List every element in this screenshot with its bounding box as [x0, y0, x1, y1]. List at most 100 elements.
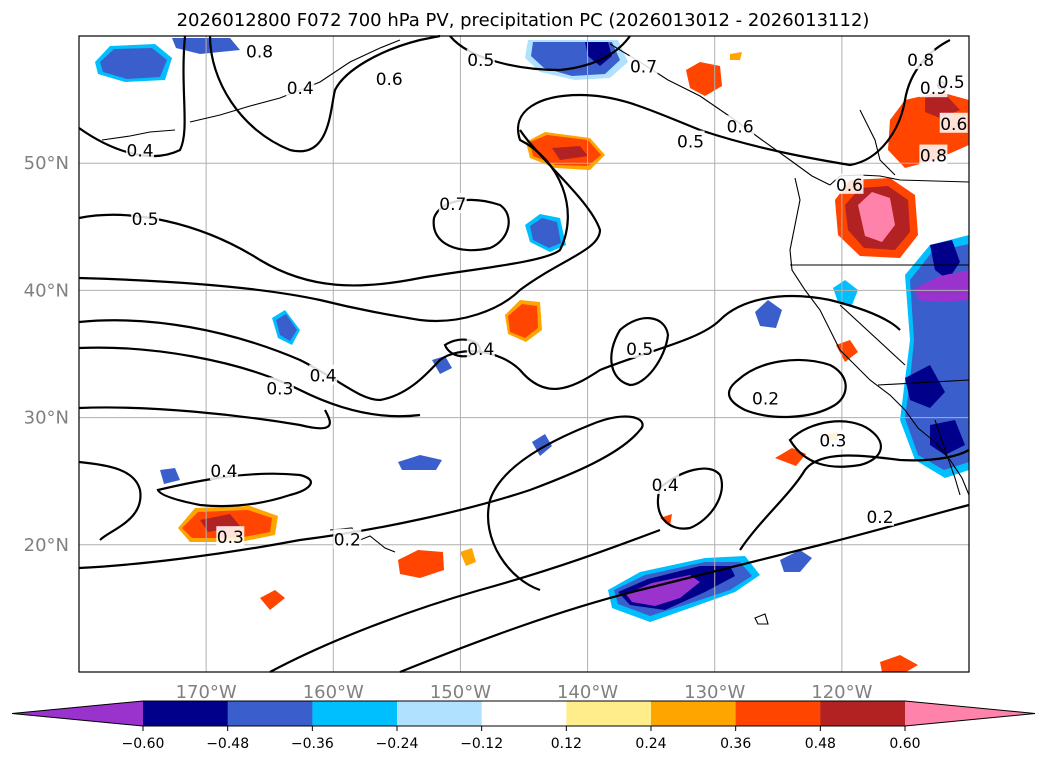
- colorbar-tick-label: 0.48: [805, 736, 836, 752]
- contour-label: 0.3: [217, 528, 244, 548]
- contour-label: 0.5: [132, 210, 159, 230]
- map-panel: 0.80.4 0.60.5 0.7 0.80.90.50.60.80.60.60.50…: [78, 34, 970, 674]
- colorbar-tick-label: 0.60: [889, 736, 920, 752]
- colorbar-segment: [143, 701, 229, 726]
- colorbar-segment: [566, 701, 652, 726]
- contour-label-bg: [751, 387, 780, 408]
- contour-labels: 0.80.4 0.60.5 0.7 0.80.90.50.60.80.60.60.50…: [126, 40, 968, 551]
- contour-label-bg: [919, 144, 948, 165]
- contour-label-bg: [245, 40, 274, 61]
- colorbar-extend-high: [905, 701, 1035, 726]
- contour-label-bg: [131, 208, 160, 229]
- contour-label: 0.4: [287, 79, 314, 99]
- contour-label-bg: [625, 337, 654, 358]
- colorbar-tick-label: 0.36: [720, 736, 751, 752]
- contour-label-bg: [466, 49, 495, 70]
- contour-label-bg: [216, 526, 245, 547]
- x-tick-label: 160°W: [303, 682, 364, 703]
- contour-label: 0.3: [266, 379, 293, 399]
- contour-label-bg: [629, 55, 658, 76]
- x-tick-label: 120°W: [811, 682, 872, 703]
- contour-label-bg: [937, 70, 966, 91]
- precip-blob-small-neg: [160, 214, 858, 484]
- contour-label-bg: [375, 68, 404, 89]
- contour-label-bg: [466, 337, 495, 358]
- precip-blob-oregon: [835, 178, 918, 258]
- colorbar-tick-label: −0.12: [460, 736, 503, 752]
- contour-label: 0.4: [310, 367, 337, 387]
- y-axis-ticks: 20°N 30°N 40°N 50°N: [24, 153, 69, 556]
- contour-label-bg: [438, 192, 467, 213]
- colorbar-tick-label: −0.60: [122, 736, 165, 752]
- contour-label-bg: [906, 49, 935, 70]
- contour-label-bg: [265, 377, 294, 398]
- contour-label-bg: [651, 474, 680, 495]
- map-frame: [78, 35, 970, 673]
- precip-blob-subtropical-neg: [608, 550, 812, 622]
- contour-label-bg: [286, 77, 315, 98]
- contour-label: 0.7: [630, 58, 657, 78]
- colorbar-tick-label: −0.48: [206, 736, 249, 752]
- contour-label: 0.2: [752, 390, 779, 410]
- contour-label: 0.6: [836, 176, 863, 196]
- contour-label: 0.6: [940, 115, 967, 135]
- x-axis-ticks: 170°W 160°W 150°W 140°W 130°W 120°W: [176, 682, 873, 703]
- colorbar: −0.60 −0.48 −0.36 −0.24 −0.12 0.12 0.24 0.36 0.4…: [11, 700, 1036, 752]
- colorbar-segment: [481, 701, 567, 726]
- contour-label-bg: [126, 139, 155, 160]
- x-tick-label: 150°W: [430, 682, 491, 703]
- contour-label: 0.6: [376, 70, 403, 90]
- precip-blob-bc-coast: [888, 92, 969, 168]
- map-gridlines: [79, 36, 969, 672]
- contour-label-bg: [676, 130, 705, 151]
- x-tick-label: 130°W: [684, 682, 745, 703]
- colorbar-segment: [735, 701, 821, 726]
- contour-label-bg: [209, 460, 238, 481]
- contour-label-bg: [309, 364, 338, 385]
- y-tick-label: 20°N: [24, 535, 69, 556]
- colorbar-tick-label: 0.12: [551, 736, 582, 752]
- contour-label: 0.8: [246, 42, 273, 62]
- contour-label-bg: [726, 115, 755, 136]
- contour-label-bg: [835, 173, 864, 194]
- colorbar-segment: [651, 701, 737, 726]
- colorbar-tick-label: 0.24: [635, 736, 666, 752]
- contour-label-bg: [333, 528, 362, 549]
- colorbar-segment: [820, 701, 906, 726]
- y-tick-label: 40°N: [24, 280, 69, 301]
- chart-title: 2026012800 F072 700 hPa PV, precipitatio…: [177, 10, 870, 31]
- precip-blob-hawaii-pos: [398, 550, 444, 578]
- x-tick-label: 140°W: [557, 682, 618, 703]
- contour-label: 0.5: [677, 133, 704, 153]
- y-tick-label: 30°N: [24, 408, 69, 429]
- contour-label-bg: [939, 112, 968, 133]
- contour-label: 0.4: [127, 141, 154, 161]
- contour-label: 0.6: [727, 117, 754, 137]
- precip-blob-aleutian: [95, 44, 172, 82]
- y-tick-label: 50°N: [24, 153, 69, 174]
- contour-label: 0.5: [626, 340, 653, 360]
- contour-label: 0.7: [439, 195, 466, 215]
- contour-label: 0.4: [652, 476, 679, 496]
- contour-label: 0.3: [819, 431, 846, 451]
- precip-blob-alaska-pos: [686, 52, 742, 96]
- contour-label: 0.8: [907, 51, 934, 71]
- x-tick-label: 170°W: [176, 682, 237, 703]
- colorbar-segment: [227, 701, 313, 726]
- contour-label: 0.8: [920, 147, 947, 167]
- contour-label: 0.4: [467, 340, 494, 360]
- contour-label: 0.5: [467, 51, 494, 71]
- colorbar-tick-label: −0.24: [376, 736, 419, 752]
- contour-label: 0.2: [866, 508, 893, 528]
- colorbar-tick-label: −0.36: [291, 736, 334, 752]
- contour-label: 0.2: [334, 531, 361, 551]
- precip-blob-central-pos: [505, 300, 542, 342]
- contour-label-bg: [818, 429, 847, 450]
- colorbar-segment: [312, 701, 398, 726]
- contour-label-bg: [866, 505, 894, 526]
- colorbar-extend-low: [12, 701, 143, 726]
- contour-label: 0.5: [938, 73, 965, 93]
- precip-blob-hawaii-small: [460, 548, 476, 566]
- colorbar-segment: [397, 701, 483, 726]
